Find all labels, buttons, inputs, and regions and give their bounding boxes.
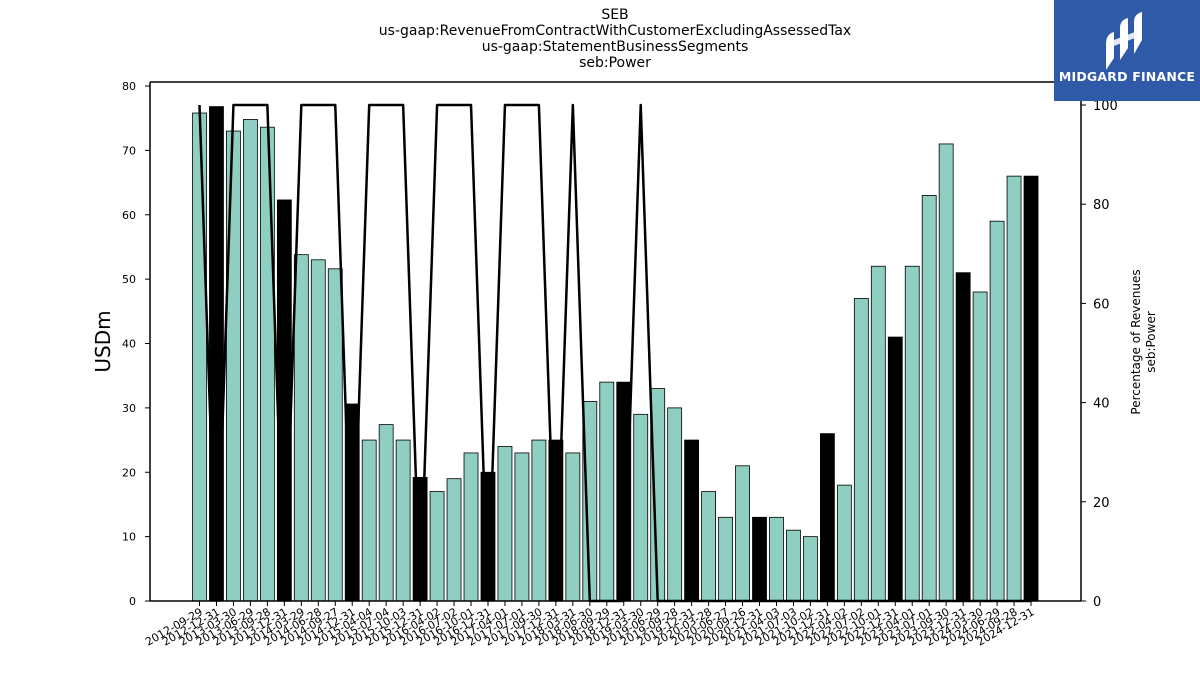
bar-2015-07-04 — [378, 424, 394, 602]
bar-2013-06-29 — [243, 119, 258, 602]
bar-2014-09-27 — [327, 268, 343, 602]
bar-2021-04-03 — [769, 516, 784, 602]
bar-2024-09-28 — [1006, 175, 1022, 602]
y2-tick-label-20: 20 — [1093, 496, 1110, 511]
bar-2019-09-28 — [667, 407, 683, 602]
y-tick-label-20: 20 — [122, 466, 136, 479]
bar-2020-09-26 — [735, 465, 750, 602]
y2-tick-label-40: 40 — [1093, 397, 1110, 412]
bar-2019-12-31 — [684, 439, 700, 602]
bar-2012-09-29 — [192, 112, 207, 602]
bar-2024-12-31 — [1023, 175, 1039, 602]
y-tick-label-30: 30 — [122, 402, 136, 415]
bar-2014-06-28 — [310, 259, 326, 602]
bar-2017-09-30 — [531, 439, 547, 602]
y-tick-label-40: 40 — [122, 338, 136, 351]
y-tick-label-60: 60 — [122, 209, 136, 222]
bar-2018-03-31 — [565, 452, 581, 602]
bar-2021-12-31 — [819, 433, 835, 602]
y-tick-label-50: 50 — [122, 273, 136, 286]
bar-2014-03-29 — [293, 254, 309, 602]
chart-title-line-3: us-gaap:StatementBusinessSegments — [481, 39, 749, 55]
bar-2016-07-02 — [446, 478, 462, 602]
bar-2021-07-03 — [786, 529, 801, 602]
bar-2022-12-31 — [887, 336, 903, 602]
midgard-finance-logo: MIDGARD FINANCE — [1054, 0, 1200, 101]
y2-tick-label-80: 80 — [1093, 198, 1110, 213]
bar-2020-12-31 — [752, 516, 767, 602]
chart-title-line-1: SEB — [601, 7, 629, 23]
logo-text: MIDGARD FINANCE — [1058, 69, 1196, 84]
y-tick-label-80: 80 — [122, 80, 136, 93]
midgard-logo-icon — [1106, 12, 1142, 70]
y2-tick-label-0: 0 — [1093, 595, 1101, 610]
bar-2020-06-27 — [718, 516, 733, 602]
bar-2013-12-31 — [276, 199, 292, 602]
y-tick-label-10: 10 — [122, 531, 136, 544]
bar-2017-07-01 — [514, 452, 530, 602]
bar-2013-03-30 — [226, 130, 241, 602]
bar-2015-04-04 — [361, 439, 377, 602]
bar-2020-03-28 — [701, 491, 716, 602]
bar-2024-03-30 — [972, 291, 988, 602]
y-tick-label-0: 0 — [129, 595, 136, 608]
bar-2017-04-01 — [497, 446, 513, 602]
y-tick-label-70: 70 — [122, 144, 136, 157]
y2-axis-label-line-1: Percentage of Revenues — [1129, 269, 1143, 414]
bar-2021-10-02 — [803, 536, 818, 602]
bar-2012-12-31 — [209, 106, 224, 602]
chart-title-line-2: us-gaap:RevenueFromContractWithCustomerE… — [378, 23, 852, 39]
bar-2018-09-29 — [599, 381, 615, 602]
chart-title-line-4: seb:Power — [579, 55, 651, 71]
bar-2015-10-03 — [395, 439, 411, 602]
y-axis-label: USDm — [91, 310, 115, 372]
bar-2019-03-30 — [633, 413, 649, 602]
y2-axis-label-line-2: seb:Power — [1144, 311, 1158, 373]
bar-2016-10-01 — [463, 452, 479, 602]
bar-2023-09-30 — [938, 143, 954, 602]
y2-tick-label-60: 60 — [1093, 297, 1110, 312]
bar-2016-04-02 — [429, 491, 445, 602]
bar-2024-06-29 — [989, 220, 1005, 602]
y2-tick-label-100: 100 — [1093, 99, 1118, 114]
bar-2013-09-28 — [259, 126, 275, 602]
bar-2023-12-31 — [955, 272, 971, 602]
bar-2023-04-01 — [904, 265, 920, 602]
bar-2023-07-01 — [921, 195, 937, 602]
bar-2022-07-02 — [853, 298, 869, 602]
bar-2022-10-01 — [870, 265, 886, 602]
bar-2022-04-02 — [836, 484, 852, 602]
